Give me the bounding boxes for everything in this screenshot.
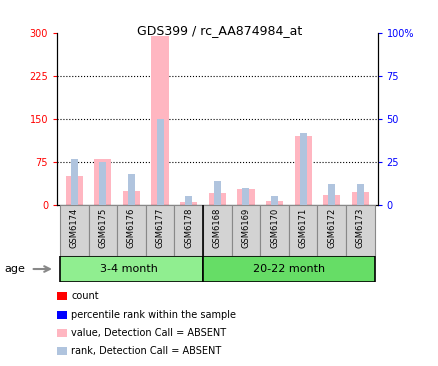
Text: GSM6169: GSM6169 xyxy=(241,208,250,248)
Bar xyxy=(156,119,163,205)
Bar xyxy=(237,189,254,205)
Text: percentile rank within the sample: percentile rank within the sample xyxy=(71,310,236,320)
Bar xyxy=(117,205,145,256)
Bar xyxy=(185,196,192,205)
Bar xyxy=(60,205,88,256)
Bar xyxy=(260,205,288,256)
Bar xyxy=(66,176,83,205)
Bar xyxy=(88,205,117,256)
Bar xyxy=(94,159,111,205)
Bar xyxy=(208,194,226,205)
Bar xyxy=(231,205,260,256)
Text: 3-4 month: 3-4 month xyxy=(99,264,157,274)
Bar xyxy=(180,202,197,205)
Text: GSM6175: GSM6175 xyxy=(98,208,107,248)
Bar xyxy=(174,205,202,256)
Text: GSM6172: GSM6172 xyxy=(326,208,336,248)
Bar xyxy=(322,195,339,205)
Bar xyxy=(317,205,345,256)
Bar xyxy=(71,158,78,205)
Bar xyxy=(345,205,374,256)
Text: GSM6174: GSM6174 xyxy=(70,208,78,248)
Bar xyxy=(356,184,363,205)
Text: GSM6168: GSM6168 xyxy=(212,208,221,248)
Bar xyxy=(202,256,374,282)
Bar xyxy=(294,136,311,205)
Text: GSM6178: GSM6178 xyxy=(184,208,193,248)
Bar xyxy=(242,188,249,205)
Bar xyxy=(123,191,140,205)
Bar xyxy=(151,36,168,205)
Text: GSM6176: GSM6176 xyxy=(127,208,136,248)
Bar xyxy=(265,201,283,205)
Bar xyxy=(288,205,317,256)
Text: GSM6170: GSM6170 xyxy=(269,208,279,248)
Text: value, Detection Call = ABSENT: value, Detection Call = ABSENT xyxy=(71,328,226,338)
Text: GSM6171: GSM6171 xyxy=(298,208,307,248)
Bar xyxy=(202,205,231,256)
Bar xyxy=(60,256,202,282)
Bar xyxy=(145,205,174,256)
Text: rank, Detection Call = ABSENT: rank, Detection Call = ABSENT xyxy=(71,346,221,356)
Bar xyxy=(270,196,278,205)
Bar xyxy=(351,193,368,205)
Text: GSM6173: GSM6173 xyxy=(355,208,364,248)
Text: count: count xyxy=(71,291,99,302)
Bar xyxy=(99,162,106,205)
Bar xyxy=(299,133,306,205)
Text: GDS399 / rc_AA874984_at: GDS399 / rc_AA874984_at xyxy=(137,24,301,37)
Text: GSM6177: GSM6177 xyxy=(155,208,164,248)
Bar xyxy=(328,184,335,205)
Bar xyxy=(127,174,135,205)
Bar xyxy=(213,181,220,205)
Text: age: age xyxy=(4,264,25,274)
Text: 20-22 month: 20-22 month xyxy=(252,264,324,274)
